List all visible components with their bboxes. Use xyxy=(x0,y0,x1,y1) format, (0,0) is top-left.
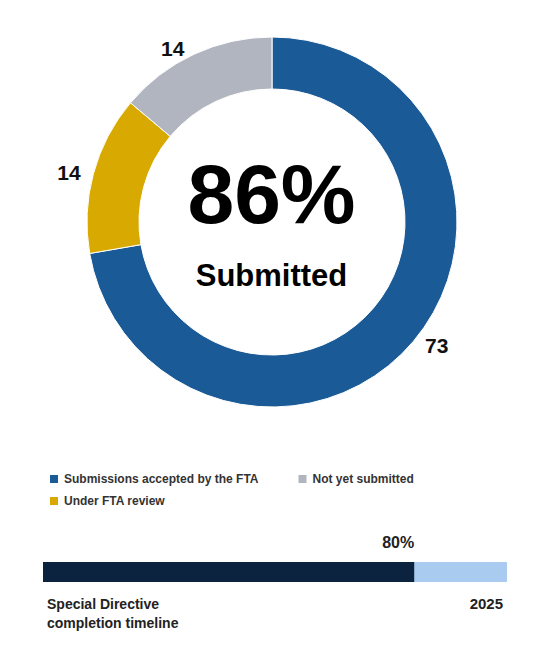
svg-text:Submitted: Submitted xyxy=(196,258,348,293)
svg-text:Special Directive: Special Directive xyxy=(47,596,163,612)
svg-text:86%: 86% xyxy=(187,147,355,241)
svg-text:73: 73 xyxy=(425,334,448,357)
svg-text:14: 14 xyxy=(57,161,81,184)
svg-text:2025: 2025 xyxy=(470,595,503,612)
svg-text:completion timeline: completion timeline xyxy=(47,615,179,631)
svg-text:14: 14 xyxy=(161,37,185,60)
svg-text:Under FTA review: Under FTA review xyxy=(64,494,165,508)
svg-text:Submissions accepted by the FT: Submissions accepted by the FTA xyxy=(64,472,259,486)
svg-text:Not yet submitted: Not yet submitted xyxy=(312,472,413,486)
svg-text:80%: 80% xyxy=(382,534,414,551)
